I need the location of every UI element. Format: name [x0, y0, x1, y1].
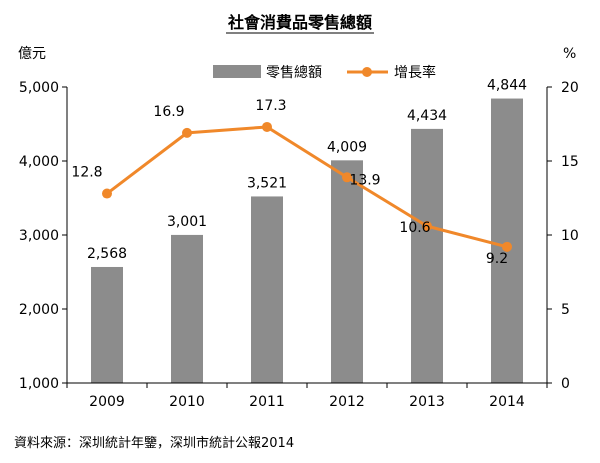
x-tick-label: 2009: [89, 394, 125, 410]
x-tick-label: 2012: [329, 394, 365, 410]
left-tick-label: 2,000: [19, 302, 59, 318]
line-value-label: 12.8: [71, 165, 102, 181]
left-axis-unit: 億元: [18, 46, 46, 62]
x-tick-label: 2014: [489, 394, 525, 410]
legend-bar-swatch: [213, 65, 261, 78]
bar-2013: [411, 128, 443, 383]
line-layer: [102, 121, 512, 252]
x-tick-label: 2010: [169, 394, 205, 410]
growth-rate-point-2009: [102, 188, 112, 199]
growth-rate-point-2011: [262, 121, 272, 132]
growth-rate-point-2014: [502, 241, 512, 252]
bar-2010: [171, 234, 203, 383]
bar-2012: [331, 160, 363, 383]
growth-rate-point-2012: [342, 172, 352, 183]
bar-value-label: 3,001: [167, 214, 207, 230]
bar-value-label: 4,844: [487, 78, 527, 94]
growth-rate-point-2013: [422, 221, 432, 232]
left-tick-label: 5,000: [19, 80, 59, 96]
line-value-label: 9.2: [486, 251, 508, 267]
line-value-label: 17.3: [255, 98, 286, 114]
right-axis-unit: %: [563, 46, 576, 62]
left-tick-label: 3,000: [19, 228, 59, 244]
legend-line-marker: [362, 67, 372, 77]
bar-value-label: 4,009: [327, 139, 367, 155]
right-tick-label: 20: [561, 80, 579, 96]
line-value-label: 13.9: [349, 172, 380, 188]
growth-rate-line: [106, 125, 508, 249]
axes-layer: 1,000 2,000 3,000 4,000 5,000 0 5 10 15 20 2009 201…: [19, 80, 579, 410]
left-tick-label: 1,000: [19, 376, 59, 392]
bar-value-label: 3,521: [247, 175, 287, 191]
bar-value-label: 2,568: [87, 246, 127, 262]
left-tick-label: 4,000: [19, 154, 59, 170]
bar-2009: [91, 266, 123, 383]
legend-line-label: 增長率: [394, 64, 436, 81]
growth-rate-point-2010: [182, 127, 192, 138]
legend: 零售總額 增長率: [213, 64, 436, 81]
line-value-label: 16.9: [153, 104, 184, 120]
line-value-label: 10.6: [399, 220, 430, 236]
chart-title: 社會消費品零售總額: [227, 13, 372, 32]
x-tick-label: 2013: [409, 394, 445, 410]
bar-2011: [251, 196, 283, 383]
x-tick-label: 2011: [249, 394, 285, 410]
bars-layer: [91, 98, 523, 383]
bar-value-label: 4,434: [407, 108, 447, 124]
labels-layer: 2,568 3,001 3,521 4,009 4,434 4,844 12.8 16.9 17…: [71, 78, 527, 267]
right-tick-label: 10: [561, 228, 579, 244]
right-tick-label: 5: [561, 302, 570, 318]
right-tick-label: 0: [561, 376, 570, 392]
right-tick-label: 15: [561, 154, 579, 170]
bar-2014: [491, 98, 523, 383]
source-note: 資料來源：深圳統計年鑒，深圳市統計公報2014: [14, 436, 295, 451]
legend-bar-label: 零售總額: [266, 64, 322, 81]
